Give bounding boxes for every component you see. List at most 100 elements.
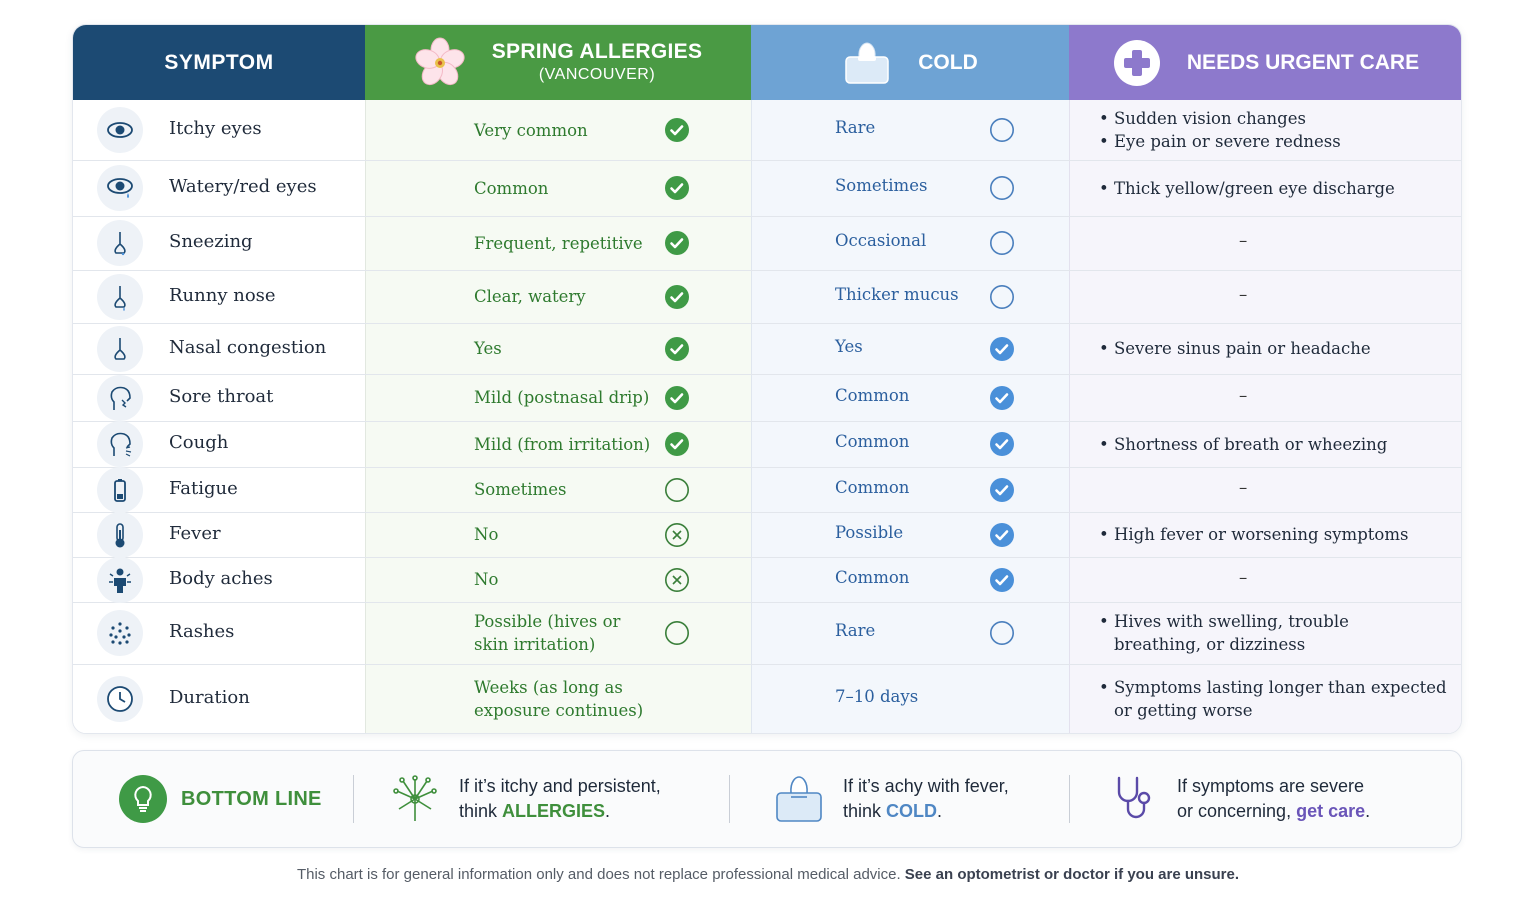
row-divider <box>73 467 1461 468</box>
thermometer-icon <box>115 522 125 547</box>
urgent-bullet: • Eye pain or severe redness <box>1099 132 1341 151</box>
urgent-none: – <box>1239 385 1248 405</box>
check-circle-icon <box>665 284 689 309</box>
symptom-icon-badge <box>97 165 143 211</box>
flower-icon <box>415 37 465 85</box>
empty-circle-icon <box>990 176 1014 200</box>
symptom-icon-badge <box>97 610 143 656</box>
cold-description: Yes <box>835 336 863 356</box>
bottom-cold-period: . <box>937 801 943 821</box>
bottom-allergies-line1: If it’s itchy and persistent, <box>459 776 661 796</box>
bottom-cold-think: think <box>843 801 887 821</box>
header-allergies-title: SPRING ALLERGIES <box>491 40 703 64</box>
body-aches-icon <box>109 568 131 593</box>
cold-description: Occasional <box>835 231 927 250</box>
disclaimer-text: This chart is for general information on… <box>296 866 901 883</box>
row-divider <box>73 557 1461 558</box>
cold-description: Rare <box>835 621 876 640</box>
check-circle-icon <box>665 118 689 142</box>
urgent-text: Symptoms lasting longer than expected <box>1113 678 1447 697</box>
header-allergies-subtitle: (VANCOUVER) <box>538 66 656 84</box>
empty-circle-icon <box>990 118 1014 142</box>
urgent-care-list: • Shortness of breath or wheezing <box>1099 433 1387 456</box>
allergy-description-line: Common <box>474 178 549 198</box>
check-circle-icon <box>990 432 1014 456</box>
bottom-allergies-period: . <box>605 801 611 821</box>
symptom-icon-badge <box>97 374 143 421</box>
bottom-line-card: BOTTOM LINE If it’s itchy and persistent… <box>72 750 1462 848</box>
symptom-label: Fatigue <box>169 477 238 499</box>
throat-icon <box>110 386 131 410</box>
bottom-care-mid: or concerning, <box>1177 801 1297 821</box>
allergy-description-line: No <box>474 525 499 544</box>
nose-icon <box>114 232 126 256</box>
urgent-care-list: • Symptoms lasting longer than expected o… <box>1099 676 1447 722</box>
bottom-cold-line1: If it’s achy with fever, <box>843 776 1009 796</box>
check-circle-icon <box>990 385 1014 410</box>
urgent-bullet: • High fever or worsening symptoms <box>1099 525 1409 544</box>
allergy-description: Yes <box>474 337 502 360</box>
symptom-label: Fever <box>169 522 221 544</box>
check-circle-icon <box>990 336 1014 361</box>
urgent-none: – <box>1239 284 1248 304</box>
row-divider <box>73 270 1461 271</box>
lightbulb-icon <box>119 775 167 823</box>
urgent-bullet: • Shortness of breath or wheezing <box>1099 434 1388 454</box>
check-circle-icon <box>990 522 1014 547</box>
allergy-description: Common <box>474 177 548 200</box>
allergy-description: Sometimes <box>474 478 566 501</box>
cold-description: Thicker mucus <box>835 284 959 304</box>
bottom-care-emphasis: get care <box>1296 801 1366 821</box>
header-cold: COLD <box>751 25 1069 100</box>
symptom-label: Watery/red eyes <box>169 176 317 197</box>
urgent-column-bg <box>1069 100 1461 733</box>
urgent-text: High fever or worsening symptoms <box>1113 525 1409 544</box>
urgent-bullet: • Symptoms lasting longer than expected <box>1099 678 1447 697</box>
runny-nose-icon <box>114 285 126 311</box>
row-divider <box>73 160 1461 161</box>
allergy-description-line: Mild (from irritation) <box>474 434 651 454</box>
urgent-text: Sudden vision changes <box>1113 109 1306 128</box>
allergy-description: Mild (from irritation) <box>474 433 650 456</box>
pollen-plant-icon <box>393 775 437 821</box>
allergy-description-line: Possible (hives or <box>474 612 621 631</box>
symptom-label: Nasal congestion <box>169 336 327 358</box>
check-circle-icon <box>990 567 1014 592</box>
empty-circle-icon <box>665 621 689 645</box>
bottom-cold-tip: If it’s achy with fever, think COLD. <box>773 751 1009 847</box>
allergy-description: Frequent, repetitive <box>474 232 643 255</box>
check-circle-icon <box>665 231 689 255</box>
urgent-text: Hives with swelling, trouble <box>1113 612 1349 631</box>
bottom-care-line1: If symptoms are severe <box>1177 776 1365 796</box>
watery-eye-icon <box>107 178 133 198</box>
urgent-continuation: or getting worse <box>1114 701 1253 720</box>
empty-circle-icon <box>990 621 1014 645</box>
check-circle-icon <box>665 432 689 456</box>
symptom-icon-badge <box>97 421 143 467</box>
allergy-description-line: Sometimes <box>474 480 567 499</box>
urgent-text: Severe sinus pain or headache <box>1113 339 1371 358</box>
symptom-icon-badge <box>97 511 143 558</box>
allergy-description-line: Yes <box>474 339 502 358</box>
bottom-line-heading: BOTTOM LINE <box>119 751 322 847</box>
allergy-description: No <box>474 523 498 546</box>
empty-circle-icon <box>665 477 689 502</box>
allergy-description: Clear, watery <box>474 285 586 308</box>
cold-description: Common <box>835 567 910 587</box>
empty-circle-icon <box>990 284 1014 309</box>
allergy-description-line: Clear, watery <box>474 287 586 306</box>
congested-nose-icon <box>114 337 126 360</box>
allergy-description-line: Frequent, repetitive <box>474 233 643 253</box>
cold-description: Rare <box>835 118 876 137</box>
allergy-description-line: Mild (postnasal drip) <box>474 388 650 407</box>
symptom-label: Itchy eyes <box>169 118 262 139</box>
symptom-label: Sneezing <box>169 231 253 252</box>
row-divider <box>73 664 1461 665</box>
urgent-text: Thick yellow/green eye discharge <box>1113 178 1395 198</box>
symptom-icon-badge <box>97 676 143 722</box>
symptom-label: Duration <box>169 687 250 708</box>
bottom-cold-emphasis: COLD <box>886 801 938 821</box>
page-title-fragment <box>0 0 1536 6</box>
bottom-care-tip: If symptoms are severe or concerning, ge… <box>1113 751 1370 847</box>
bottom-line-title: BOTTOM LINE <box>181 787 322 810</box>
